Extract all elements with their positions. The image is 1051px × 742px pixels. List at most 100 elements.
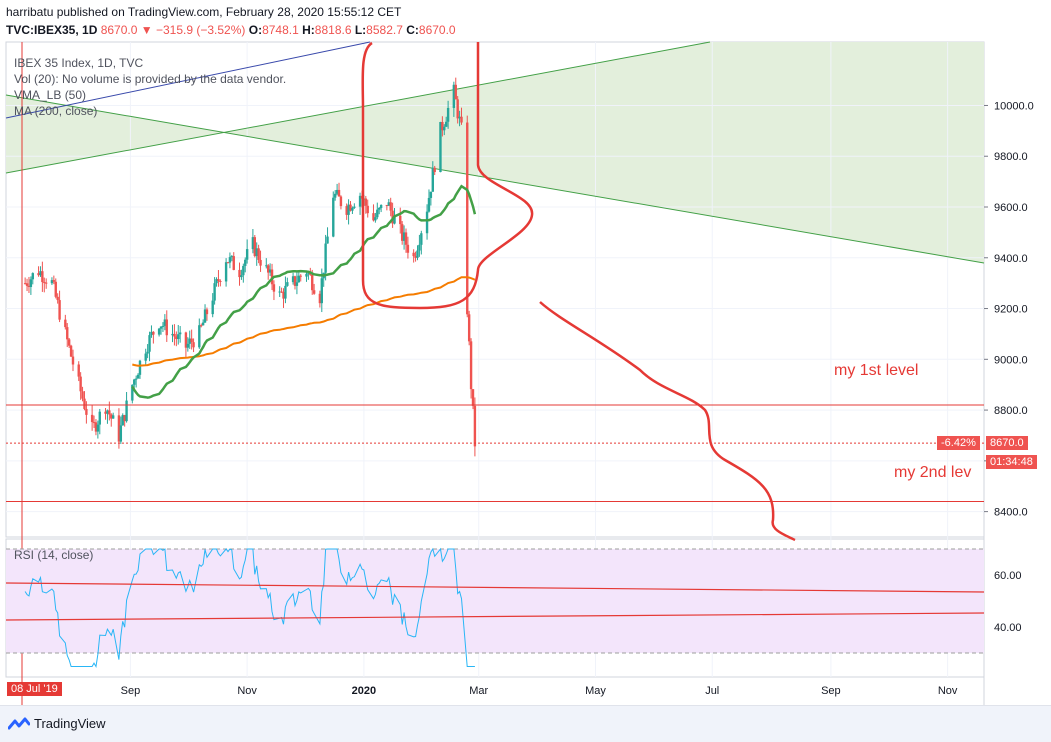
candle-body bbox=[175, 336, 178, 340]
y-tick-label: 8800.0 bbox=[994, 405, 1028, 417]
low-value: 8582.7 bbox=[366, 23, 403, 37]
candle-body bbox=[358, 195, 362, 207]
candle-body bbox=[108, 410, 111, 415]
candle-body bbox=[441, 121, 444, 131]
candle-body bbox=[131, 384, 134, 401]
candle-body bbox=[439, 121, 442, 173]
candle-body bbox=[312, 290, 316, 294]
open-value: 8748.1 bbox=[262, 23, 299, 37]
candle-body bbox=[39, 271, 42, 276]
candle-body bbox=[184, 332, 188, 348]
y-tick-label: 9000.0 bbox=[994, 354, 1028, 366]
candle-body bbox=[85, 408, 88, 415]
last-price: 8670.0 bbox=[100, 23, 138, 37]
candle-body bbox=[173, 333, 176, 337]
candle-body bbox=[374, 217, 377, 221]
candle-body bbox=[255, 248, 258, 257]
candle-body bbox=[265, 265, 268, 267]
rsi-upper-trend bbox=[5, 582, 985, 593]
blue-trend-line bbox=[5, 41, 371, 119]
candle-body bbox=[267, 265, 270, 273]
candle-body bbox=[110, 414, 113, 419]
candle-body bbox=[27, 285, 31, 288]
candle-body bbox=[238, 269, 241, 278]
candle-body bbox=[69, 345, 73, 357]
candle-body bbox=[244, 259, 247, 266]
candle-body bbox=[64, 319, 67, 328]
candle-body bbox=[372, 213, 375, 221]
tradingview-logo-icon[interactable] bbox=[8, 716, 30, 732]
candle-body bbox=[387, 202, 390, 206]
down-arrow-icon: ▼ bbox=[140, 23, 153, 37]
candle-body bbox=[211, 300, 214, 315]
candle-body bbox=[29, 279, 33, 288]
price-change: −315.9 (−3.52%) bbox=[155, 23, 246, 37]
candle-body bbox=[466, 122, 469, 315]
candle-body bbox=[416, 250, 419, 258]
candle-body bbox=[106, 410, 109, 414]
rsi-tick-label: 40.00 bbox=[994, 622, 1022, 634]
tradingview-brand[interactable]: TradingView bbox=[34, 716, 106, 731]
high-label: H: bbox=[302, 23, 315, 37]
candle-body bbox=[347, 204, 350, 215]
candle-body bbox=[324, 243, 327, 273]
footer: TradingView bbox=[0, 705, 1051, 742]
candle-body bbox=[121, 415, 124, 426]
candle-body bbox=[467, 314, 471, 342]
candle-body bbox=[345, 206, 348, 215]
projection-path bbox=[539, 301, 796, 542]
candle-body bbox=[393, 215, 396, 224]
timer-badge: 01:34:48 bbox=[986, 455, 1037, 469]
candle-body bbox=[456, 99, 459, 119]
candle-body bbox=[299, 275, 302, 277]
candle-body bbox=[133, 379, 136, 385]
publish-info: harribatu published on TradingView.com, … bbox=[6, 5, 402, 19]
candle-body bbox=[337, 189, 341, 197]
candle-body bbox=[150, 331, 153, 336]
candle-body bbox=[259, 259, 262, 266]
price-chart[interactable]: 8400.08600.08800.09000.09200.09400.09600… bbox=[0, 0, 1051, 705]
y-axis[interactable]: 8400.08600.08800.09000.09200.09400.09600… bbox=[984, 100, 1034, 634]
candle-body bbox=[171, 333, 174, 336]
candle-body bbox=[364, 198, 368, 206]
candle-body bbox=[52, 280, 56, 282]
candle-body bbox=[125, 400, 128, 422]
candle-body bbox=[454, 84, 457, 100]
candle-body bbox=[200, 325, 203, 327]
candle-body bbox=[433, 167, 436, 173]
candle-body bbox=[446, 107, 450, 122]
candle-body bbox=[224, 262, 228, 282]
candle-body bbox=[201, 322, 205, 326]
candle-body bbox=[376, 209, 379, 218]
candle-body bbox=[272, 284, 276, 292]
x-tick-label: Sep bbox=[821, 685, 841, 697]
candle-body bbox=[190, 338, 193, 343]
candle-body bbox=[349, 204, 352, 211]
candle-body bbox=[134, 378, 138, 380]
candle-body bbox=[399, 215, 402, 225]
candle-body bbox=[217, 279, 220, 282]
candle-body bbox=[186, 343, 190, 348]
candle-body bbox=[41, 271, 44, 283]
pct-badge: -6.42% bbox=[937, 436, 980, 450]
candle-body bbox=[163, 319, 167, 326]
candle-body bbox=[242, 265, 245, 276]
candle-body bbox=[71, 356, 75, 365]
upper-channel-line bbox=[5, 41, 711, 174]
candle-body bbox=[77, 364, 80, 377]
ohlc-header: TVC:IBEX35, 1D 8670.0 ▼ −315.9 (−3.52%) … bbox=[6, 23, 456, 37]
y-tick-label: 8400.0 bbox=[994, 507, 1028, 519]
candle-body bbox=[431, 167, 434, 192]
candle-body bbox=[353, 206, 356, 208]
legend-vma: VMA_LB (50) bbox=[14, 88, 87, 102]
candle-body bbox=[94, 422, 98, 432]
candle-body bbox=[226, 262, 230, 264]
candle-body bbox=[295, 282, 299, 286]
candle-body bbox=[23, 283, 27, 285]
candle-body bbox=[418, 244, 421, 251]
close-value: 8670.0 bbox=[418, 23, 456, 37]
candle-body bbox=[161, 325, 165, 327]
x-axis[interactable]: Sep Nov 2020 Mar May Jul Sep Nov bbox=[121, 685, 958, 697]
candle-body bbox=[452, 84, 456, 108]
candle-body bbox=[366, 205, 369, 214]
